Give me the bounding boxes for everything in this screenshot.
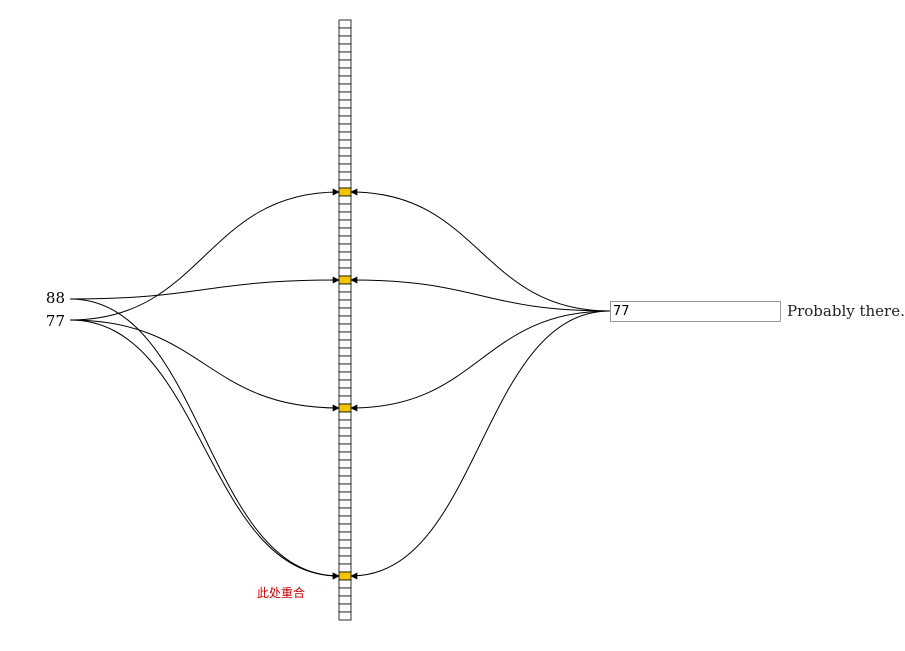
bit-cell bbox=[338, 491, 352, 501]
edge-query-to-bit-48 bbox=[350, 310, 611, 412]
bit-cell bbox=[338, 579, 352, 589]
bit-cell bbox=[338, 363, 352, 373]
bit-cell bbox=[338, 387, 352, 397]
bit-cell bbox=[338, 219, 352, 229]
bit-cell bbox=[338, 443, 352, 453]
bit-cell bbox=[338, 291, 352, 301]
bit-cell bbox=[338, 331, 352, 341]
bit-cell bbox=[338, 347, 352, 357]
bit-cell bbox=[338, 171, 352, 181]
edge-88-to-bit-32 bbox=[69, 276, 340, 300]
edge-77-to-bit-21 bbox=[69, 188, 340, 321]
bit-cell bbox=[338, 251, 352, 261]
bit-cell bbox=[338, 179, 352, 189]
bit-cell bbox=[338, 227, 352, 237]
query-result-text: Probably there. bbox=[787, 302, 905, 320]
key-label-77: 77 bbox=[46, 312, 65, 330]
edge-query-to-bit-32 bbox=[350, 276, 611, 312]
bit-cell bbox=[338, 435, 352, 445]
bit-cell bbox=[338, 539, 352, 549]
bit-cell bbox=[338, 115, 352, 125]
bit-cell bbox=[338, 235, 352, 245]
bit-cell bbox=[338, 299, 352, 309]
bit-cell bbox=[338, 259, 352, 269]
bit-cell bbox=[338, 603, 352, 613]
query-input[interactable] bbox=[610, 301, 781, 322]
bit-cell bbox=[338, 43, 352, 53]
bit-cell bbox=[338, 451, 352, 461]
bit-cell-set bbox=[338, 403, 352, 413]
bit-cell bbox=[338, 547, 352, 557]
bit-cell bbox=[338, 411, 352, 421]
bit-cell bbox=[338, 107, 352, 117]
bit-cell bbox=[338, 419, 352, 429]
bit-cell bbox=[338, 195, 352, 205]
bit-array bbox=[338, 19, 352, 621]
edge-88-to-bit-69 bbox=[69, 298, 340, 580]
bit-cell-set bbox=[338, 571, 352, 581]
edge-query-to-bit-21 bbox=[350, 188, 611, 312]
bit-cell bbox=[338, 283, 352, 293]
bit-cell bbox=[338, 131, 352, 141]
bit-cell bbox=[338, 123, 352, 133]
bit-cell bbox=[338, 395, 352, 405]
bit-cell bbox=[338, 427, 352, 437]
bit-cell bbox=[338, 467, 352, 477]
bit-cell bbox=[338, 267, 352, 277]
bit-cell bbox=[338, 315, 352, 325]
bit-cell bbox=[338, 611, 352, 621]
bit-cell bbox=[338, 323, 352, 333]
bit-cell bbox=[338, 59, 352, 69]
bit-cell bbox=[338, 243, 352, 253]
bit-cell bbox=[338, 147, 352, 157]
edge-77-to-bit-69 bbox=[69, 319, 340, 580]
bit-cell bbox=[338, 371, 352, 381]
bit-cell bbox=[338, 507, 352, 517]
bit-cell bbox=[338, 483, 352, 493]
bit-cell bbox=[338, 563, 352, 573]
overlap-note: 此处重合 bbox=[257, 585, 305, 600]
bit-cell bbox=[338, 35, 352, 45]
bit-cell bbox=[338, 51, 352, 61]
bit-cell bbox=[338, 307, 352, 317]
bit-cell bbox=[338, 459, 352, 469]
bit-cell bbox=[338, 139, 352, 149]
bit-cell bbox=[338, 531, 352, 541]
bit-cell bbox=[338, 587, 352, 597]
edge-77-to-bit-48 bbox=[69, 319, 340, 412]
bit-cell bbox=[338, 379, 352, 389]
bit-cell bbox=[338, 91, 352, 101]
bit-cell bbox=[338, 339, 352, 349]
bit-cell bbox=[338, 19, 352, 29]
bit-cell bbox=[338, 75, 352, 85]
bit-cell bbox=[338, 203, 352, 213]
bit-cell bbox=[338, 515, 352, 525]
bit-cell bbox=[338, 355, 352, 365]
bit-cell-set bbox=[338, 187, 352, 197]
bit-cell bbox=[338, 555, 352, 565]
bit-cell bbox=[338, 67, 352, 77]
bit-cell bbox=[338, 595, 352, 605]
bit-cell bbox=[338, 523, 352, 533]
bit-cell bbox=[338, 83, 352, 93]
bit-cell bbox=[338, 99, 352, 109]
bit-cell bbox=[338, 211, 352, 221]
edge-query-to-bit-69 bbox=[350, 310, 611, 580]
bit-cell bbox=[338, 155, 352, 165]
bit-cell-set bbox=[338, 275, 352, 285]
bit-cell bbox=[338, 475, 352, 485]
hash-edges bbox=[69, 188, 611, 580]
bit-cell bbox=[338, 163, 352, 173]
bit-cell bbox=[338, 27, 352, 37]
key-label-88: 88 bbox=[46, 289, 65, 307]
bit-cell bbox=[338, 499, 352, 509]
